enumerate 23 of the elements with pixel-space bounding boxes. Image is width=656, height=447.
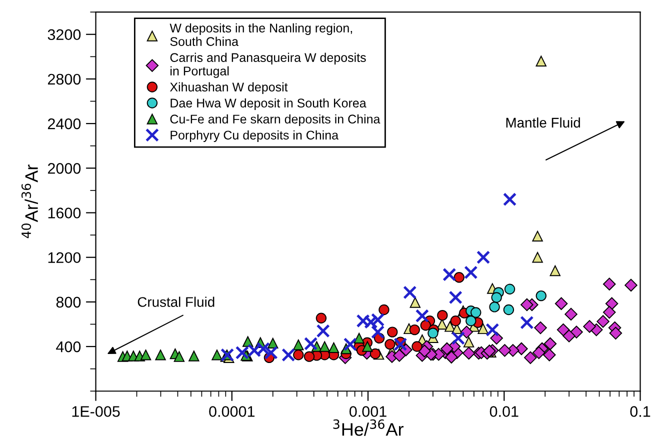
x-tick-label: 0.01 <box>490 406 518 417</box>
x-tick-label: 1E-005 <box>72 406 120 417</box>
legend-label: W deposits in the Nanling region, South China <box>170 23 352 46</box>
y-tick-label: 1200 <box>48 252 81 264</box>
y-tick-label: 3200 <box>48 29 81 40</box>
y-tick-label: 800 <box>56 296 81 308</box>
legend-label: Cu-Fe and Fe skarn deposits in China <box>170 114 380 126</box>
y-tick-label: 400 <box>56 341 81 352</box>
annotation: Mantle Fluid <box>506 117 580 128</box>
y-tick-label: 1600 <box>48 208 81 218</box>
legend-label: Carris and Panasqueira W deposits in Portugal <box>170 52 366 78</box>
legend-label: Xihuashan W deposit <box>170 82 288 94</box>
x-tick-label: 0.001 <box>350 406 386 417</box>
y-axis-title: $^{40}$Ar/$^{36}$Ar <box>21 164 38 238</box>
y-tick-label: 2000 <box>48 163 81 174</box>
y-tick-label: 2400 <box>48 118 81 130</box>
y-tick-label: 2800 <box>48 74 81 85</box>
annotation: Crustal Fluid <box>138 296 214 307</box>
legend-label: Dae Hwa W deposit in South Korea <box>170 98 366 110</box>
legend-label: Porphyry Cu deposits in China <box>170 130 339 142</box>
x-axis-title: $^{3}$He/$^{36}$Ar <box>333 419 404 436</box>
x-tick-label: 0.0001 <box>209 406 255 417</box>
x-tick-label: 0.1 <box>630 406 650 417</box>
